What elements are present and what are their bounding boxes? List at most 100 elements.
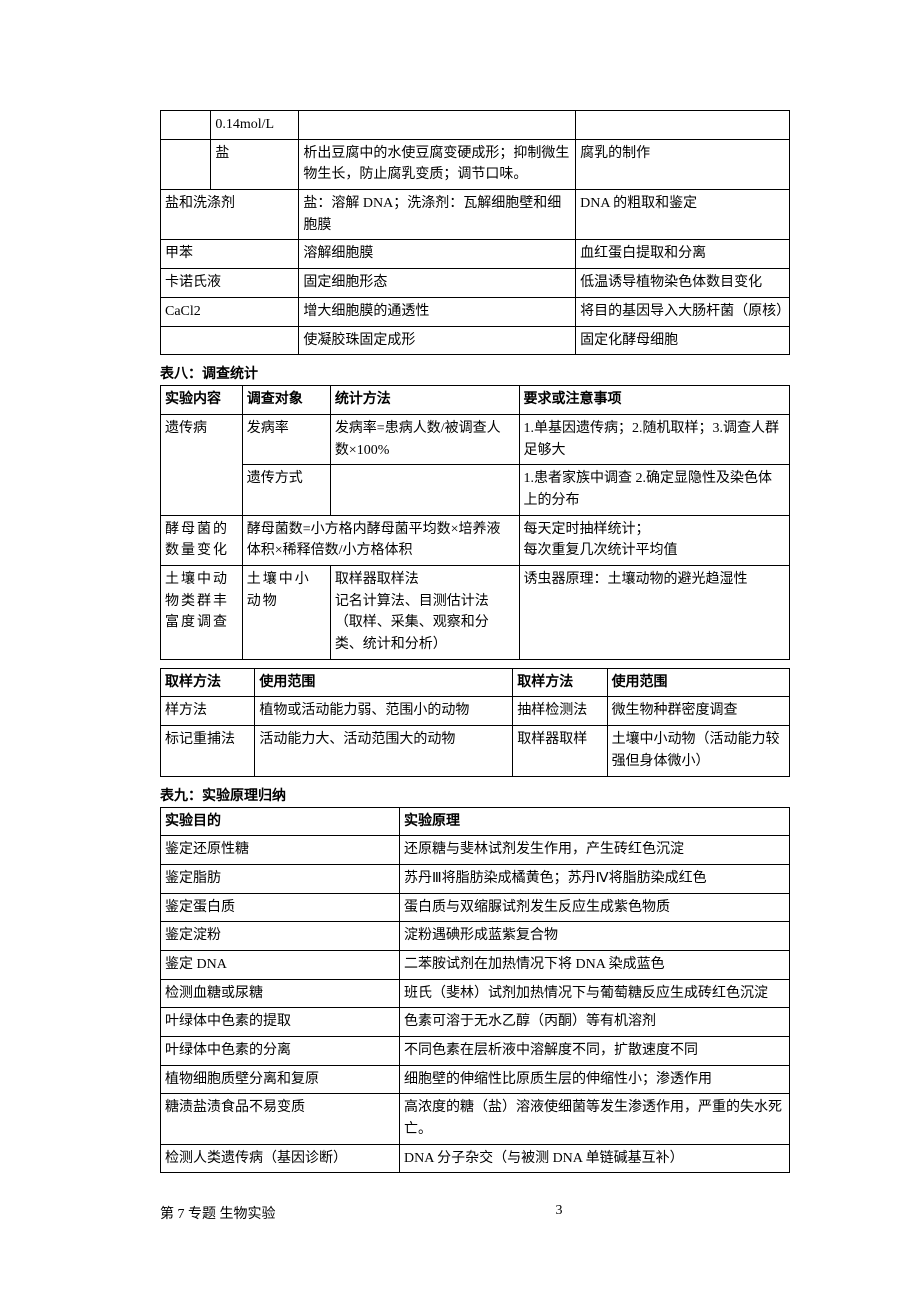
cell: 1.单基因遗传病；2.随机取样；3.调查人群足够大 — [519, 414, 790, 464]
table-row: 遗传病 发病率 发病率=患病人数/被调查人数×100% 1.单基因遗传病；2.随… — [161, 414, 790, 464]
cell — [330, 465, 519, 515]
cell: 不同色素在层析液中溶解度不同，扩散速度不同 — [400, 1037, 790, 1066]
cell: 甲苯 — [161, 240, 299, 269]
cell — [161, 111, 211, 140]
cell: 取样器取样 — [513, 726, 607, 776]
col-header: 取样方法 — [513, 668, 607, 697]
cell: 析出豆腐中的水使豆腐变硬成形；抑制微生物生长，防止腐乳变质；调节口味。 — [299, 139, 576, 189]
cell: 二苯胺试剂在加热情况下将 DNA 染成蓝色 — [400, 950, 790, 979]
col-header: 使用范围 — [607, 668, 789, 697]
section-nine-title: 表九：实验原理归纳 — [160, 785, 790, 805]
col-header: 调查对象 — [242, 386, 330, 415]
cell: 遗传方式 — [242, 465, 330, 515]
cell: 植物细胞质壁分离和复原 — [161, 1065, 400, 1094]
table-row: 样方法 植物或活动能力弱、范围小的动物 抽样检测法 微生物种群密度调查 — [161, 697, 790, 726]
table-row: 叶绿体中色素的分离不同色素在层析液中溶解度不同，扩散速度不同 — [161, 1037, 790, 1066]
cell: 盐和洗涤剂 — [161, 190, 299, 240]
cell: 土壤中小动物（活动能力较强但身体微小） — [607, 726, 789, 776]
cell: 苏丹Ⅲ将脂肪染成橘黄色；苏丹Ⅳ将脂肪染成红色 — [400, 864, 790, 893]
cell: 鉴定还原性糖 — [161, 836, 400, 865]
cell: 高浓度的糖（盐）溶液使细菌等发生渗透作用，严重的失水死亡。 — [400, 1094, 790, 1144]
cell — [299, 111, 576, 140]
table-sampling-methods: 取样方法 使用范围 取样方法 使用范围 样方法 植物或活动能力弱、范围小的动物 … — [160, 668, 790, 777]
table-row: 0.14mol/L — [161, 111, 790, 140]
table-row: 盐 析出豆腐中的水使豆腐变硬成形；抑制微生物生长，防止腐乳变质；调节口味。 腐乳… — [161, 139, 790, 189]
cell: 低温诱导植物染色体数目变化 — [576, 269, 790, 298]
cell: 1.患者家族中调查 2.确定显隐性及染色体上的分布 — [519, 465, 790, 515]
table-row: 土壤中动物类群丰富度调查 土壤中小动物 取样器取样法 记名计算法、目测估计法（取… — [161, 566, 790, 660]
table-row: 遗传方式 1.患者家族中调查 2.确定显隐性及染色体上的分布 — [161, 465, 790, 515]
cell: 遗传病 — [161, 414, 243, 515]
table-row: 标记重捕法 活动能力大、活动范围大的动物 取样器取样 土壤中小动物（活动能力较强… — [161, 726, 790, 776]
cell: 0.14mol/L — [211, 111, 299, 140]
col-header: 统计方法 — [330, 386, 519, 415]
table-row: 检测血糖或尿糖班氏（斐林）试剂加热情况下与葡萄糖反应生成砖红色沉淀 — [161, 979, 790, 1008]
col-header: 实验内容 — [161, 386, 243, 415]
table-row: 检测人类遗传病（基因诊断）DNA 分子杂交（与被测 DNA 单链碱基互补） — [161, 1144, 790, 1173]
cell: 盐：溶解 DNA；洗涤剂：瓦解细胞壁和细胞膜 — [299, 190, 576, 240]
cell — [161, 139, 211, 189]
cell: 鉴定淀粉 — [161, 922, 400, 951]
cell: 标记重捕法 — [161, 726, 255, 776]
table-row: 鉴定还原性糖还原糖与斐林试剂发生作用，产生砖红色沉淀 — [161, 836, 790, 865]
cell: 微生物种群密度调查 — [607, 697, 789, 726]
table-row: 盐和洗涤剂 盐：溶解 DNA；洗涤剂：瓦解细胞壁和细胞膜 DNA 的粗取和鉴定 — [161, 190, 790, 240]
cell: 植物或活动能力弱、范围小的动物 — [255, 697, 513, 726]
section-eight-title: 表八：调查统计 — [160, 363, 790, 383]
cell: 细胞壁的伸缩性比原质生层的伸缩性小；渗透作用 — [400, 1065, 790, 1094]
cell: 检测人类遗传病（基因诊断） — [161, 1144, 400, 1173]
col-header: 要求或注意事项 — [519, 386, 790, 415]
cell: 还原糖与斐林试剂发生作用，产生砖红色沉淀 — [400, 836, 790, 865]
cell: 卡诺氏液 — [161, 269, 299, 298]
table-nine: 实验目的 实验原理 鉴定还原性糖还原糖与斐林试剂发生作用，产生砖红色沉淀 鉴定脂… — [160, 807, 790, 1174]
table-row: 鉴定淀粉淀粉遇碘形成蓝紫复合物 — [161, 922, 790, 951]
table-row: 鉴定脂肪苏丹Ⅲ将脂肪染成橘黄色；苏丹Ⅳ将脂肪染成红色 — [161, 864, 790, 893]
cell: 班氏（斐林）试剂加热情况下与葡萄糖反应生成砖红色沉淀 — [400, 979, 790, 1008]
cell: 土壤中动物类群丰富度调查 — [161, 566, 243, 660]
col-header: 使用范围 — [255, 668, 513, 697]
cell: 固定化酵母细胞 — [576, 326, 790, 355]
cell: CaCl2 — [161, 297, 299, 326]
cell: 鉴定脂肪 — [161, 864, 400, 893]
table-header-row: 实验内容 调查对象 统计方法 要求或注意事项 — [161, 386, 790, 415]
cell: 土壤中小动物 — [242, 566, 330, 660]
cell: 活动能力大、活动范围大的动物 — [255, 726, 513, 776]
cell: 淀粉遇碘形成蓝紫复合物 — [400, 922, 790, 951]
footer-page-number: 3 — [556, 1203, 563, 1223]
cell: 腐乳的制作 — [576, 139, 790, 189]
cell: 溶解细胞膜 — [299, 240, 576, 269]
table-row: 卡诺氏液 固定细胞形态 低温诱导植物染色体数目变化 — [161, 269, 790, 298]
table-row: 甲苯 溶解细胞膜 血红蛋白提取和分离 — [161, 240, 790, 269]
cell: 色素可溶于无水乙醇（丙酮）等有机溶剂 — [400, 1008, 790, 1037]
footer-topic-label: 第 7 专题 生物实验 — [160, 1203, 276, 1223]
page-footer: 第 7 专题 生物实验 3 — [160, 1203, 790, 1223]
cell: 将目的基因导入大肠杆菌（原核） — [576, 297, 790, 326]
cell: 盐 — [211, 139, 299, 189]
cell: 使凝胶珠固定成形 — [299, 326, 576, 355]
table-row: 植物细胞质壁分离和复原细胞壁的伸缩性比原质生层的伸缩性小；渗透作用 — [161, 1065, 790, 1094]
cell: DNA 的粗取和鉴定 — [576, 190, 790, 240]
table-row: 糖渍盐渍食品不易变质高浓度的糖（盐）溶液使细菌等发生渗透作用，严重的失水死亡。 — [161, 1094, 790, 1144]
cell — [576, 111, 790, 140]
cell: DNA 分子杂交（与被测 DNA 单链碱基互补） — [400, 1144, 790, 1173]
col-header: 取样方法 — [161, 668, 255, 697]
page-container: 0.14mol/L 盐 析出豆腐中的水使豆腐变硬成形；抑制微生物生长，防止腐乳变… — [0, 0, 920, 1263]
cell: 检测血糖或尿糖 — [161, 979, 400, 1008]
cell: 诱虫器原理：土壤动物的避光趋湿性 — [519, 566, 790, 660]
cell: 叶绿体中色素的分离 — [161, 1037, 400, 1066]
table-header-row: 取样方法 使用范围 取样方法 使用范围 — [161, 668, 790, 697]
cell: 样方法 — [161, 697, 255, 726]
table-row: 叶绿体中色素的提取色素可溶于无水乙醇（丙酮）等有机溶剂 — [161, 1008, 790, 1037]
cell: 鉴定蛋白质 — [161, 893, 400, 922]
cell: 每天定时抽样统计； 每次重复几次统计平均值 — [519, 515, 790, 565]
table-eight: 实验内容 调查对象 统计方法 要求或注意事项 遗传病 发病率 发病率=患病人数/… — [160, 385, 790, 660]
cell: 鉴定 DNA — [161, 950, 400, 979]
cell: 抽样检测法 — [513, 697, 607, 726]
cell — [161, 326, 299, 355]
cell: 酵母菌的数量变化 — [161, 515, 243, 565]
table-seven-continuation: 0.14mol/L 盐 析出豆腐中的水使豆腐变硬成形；抑制微生物生长，防止腐乳变… — [160, 110, 790, 355]
col-header: 实验目的 — [161, 807, 400, 836]
cell: 固定细胞形态 — [299, 269, 576, 298]
col-header: 实验原理 — [400, 807, 790, 836]
table-row: 使凝胶珠固定成形 固定化酵母细胞 — [161, 326, 790, 355]
